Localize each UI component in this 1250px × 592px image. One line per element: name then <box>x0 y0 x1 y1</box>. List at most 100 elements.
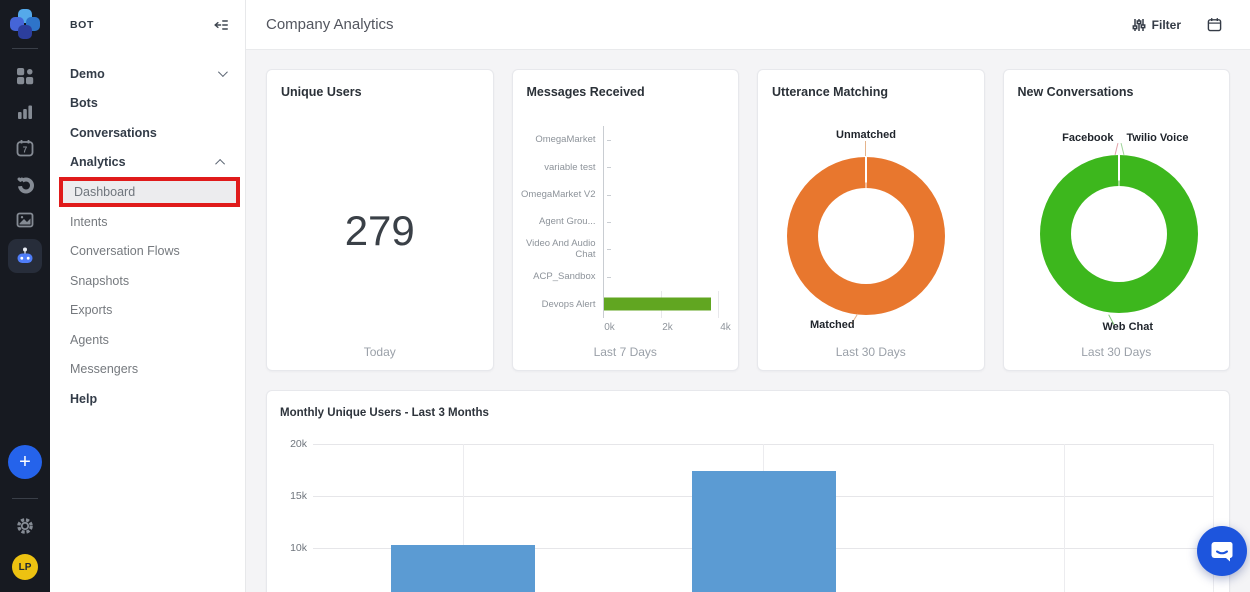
kpi-cards-row: Unique Users 279 Today Messages Received… <box>266 69 1230 371</box>
sidebar-item-label: Bots <box>70 96 98 111</box>
sidebar-item-dashboard[interactable]: Dashboard <box>59 177 240 207</box>
sidebar-item-label: Analytics <box>70 155 126 170</box>
label-line <box>1120 143 1124 155</box>
messages-received-card: Messages Received OmegaMarket variable t… <box>511 69 739 371</box>
collapse-sidebar-icon[interactable] <box>213 17 229 33</box>
unique-users-card: Unique Users 279 Today <box>266 69 494 371</box>
new-conversations-donut <box>1039 155 1198 313</box>
sidebar-header: BOT <box>50 0 245 50</box>
sidebar-item-demo[interactable]: Demo <box>50 59 245 89</box>
chart-row: OmegaMarket <box>519 126 731 154</box>
chart-row: ACP_Sandbox <box>519 263 731 291</box>
sidebar-item-intents[interactable]: Intents <box>50 207 245 237</box>
sidebar: BOT Demo Bots Conversations Analytics Da… <box>50 0 246 592</box>
sidebar-item-label: Snapshots <box>70 273 130 288</box>
chat-widget-button[interactable] <box>1197 526 1247 576</box>
card-title: Utterance Matching <box>772 85 888 99</box>
app-logo-icon[interactable] <box>10 9 40 39</box>
sidebar-item-label: Exports <box>70 303 113 318</box>
logo-petal <box>18 25 32 39</box>
topbar: Company Analytics Filter <box>246 0 1250 50</box>
plot-area <box>602 126 731 154</box>
page-title: Company Analytics <box>266 16 394 33</box>
icon-rail: 7 + LP <box>0 0 50 592</box>
x-tick-label: 2k <box>662 322 673 333</box>
bar-chart-icon[interactable] <box>8 95 42 129</box>
axis-tick <box>606 139 611 141</box>
y-tick-label: 15k <box>290 490 307 502</box>
sidebar-item-label: Messengers <box>70 362 139 377</box>
rail-divider <box>12 498 38 499</box>
category-label: Agent Grou... <box>538 216 596 228</box>
monthly-unique-users-chart: 20k 15k 10k <box>290 438 1214 592</box>
card-title: Unique Users <box>281 85 362 99</box>
chevron-down-icon <box>217 67 228 78</box>
chart-row: Agent Grou... <box>519 208 731 236</box>
sidebar-item-agents[interactable]: Agents <box>50 325 245 355</box>
sidebar-item-label: Demo <box>70 66 105 81</box>
chat-bubble-icon <box>1211 542 1233 562</box>
sidebar-item-label: Dashboard <box>74 185 136 199</box>
pie-label-facebook: Facebook <box>1062 132 1114 144</box>
category-label: variable test <box>544 161 596 173</box>
utterance-matching-card: Utterance Matching Unmatched Matched Las… <box>757 69 985 371</box>
y-tick-label: 10k <box>290 542 307 554</box>
pie-label-web-chat: Web Chat <box>1102 321 1154 333</box>
dashboard-grid-icon[interactable] <box>8 59 42 93</box>
add-button[interactable]: + <box>8 445 42 479</box>
category-label: OmegaMarket <box>535 134 596 146</box>
plot-area <box>602 180 731 209</box>
sidebar-item-snapshots[interactable]: Snapshots <box>50 266 245 296</box>
category-label: OmegaMarket V2 <box>521 189 596 201</box>
sidebar-item-messengers[interactable]: Messengers <box>50 355 245 385</box>
plot-area <box>602 208 731 236</box>
utterance-matching-donut <box>787 157 945 315</box>
pie-label-twilio-voice: Twilio Voice <box>1126 132 1189 144</box>
sidebar-item-help[interactable]: Help <box>50 384 245 414</box>
bar <box>603 297 711 311</box>
sidebar-item-conversation-flows[interactable]: Conversation Flows <box>50 237 245 267</box>
plot-area <box>602 235 731 264</box>
feedback-icon[interactable] <box>8 167 42 201</box>
category-label: Devops Alert <box>541 298 596 310</box>
user-avatar[interactable]: LP <box>12 554 38 580</box>
sidebar-item-label: Agents <box>70 332 109 347</box>
plot-area <box>602 290 731 318</box>
label-line <box>865 141 866 156</box>
gridline <box>1213 444 1214 592</box>
unique-users-value: 279 <box>344 207 415 254</box>
sidebar-item-label: Help <box>70 391 98 406</box>
chart-row: Video And Audio Chat <box>519 235 731 264</box>
plot-area <box>602 153 731 181</box>
new-conversations-card: New Conversations Facebook Twilio Voice … <box>1002 69 1230 371</box>
messages-received-chart: OmegaMarket variable test OmegaMarket V2… <box>519 126 731 318</box>
axis-tick <box>606 167 611 169</box>
sidebar-item-bots[interactable]: Bots <box>50 89 245 119</box>
sidebar-item-conversations[interactable]: Conversations <box>50 118 245 148</box>
axis-tick <box>606 276 611 278</box>
calendar-icon[interactable]: 7 <box>8 131 42 165</box>
filter-label: Filter <box>1151 17 1181 32</box>
filter-button[interactable]: Filter <box>1132 18 1181 32</box>
x-axis-labels: 0k 2k 4k <box>604 322 731 336</box>
monthly-bar <box>391 544 536 592</box>
sidebar-item-label: Conversations <box>70 125 157 140</box>
chevron-up-icon <box>215 158 226 169</box>
y-tick-label: 20k <box>290 438 307 450</box>
bot-icon[interactable] <box>8 239 42 273</box>
sidebar-item-exports[interactable]: Exports <box>50 296 245 326</box>
label-line <box>1114 143 1118 155</box>
bot-section-title: BOT <box>70 19 94 31</box>
filter-sliders-icon <box>1132 18 1146 31</box>
media-icon[interactable] <box>8 203 42 237</box>
gridline <box>463 444 464 592</box>
plot-area <box>602 263 731 291</box>
monthly-unique-users-card: Monthly Unique Users - Last 3 Months 20k… <box>266 390 1230 592</box>
topbar-actions: Filter <box>1132 17 1222 32</box>
chart-row: Devops Alert <box>519 290 731 318</box>
settings-gear-icon[interactable] <box>8 509 42 543</box>
monthly-bar <box>691 471 836 592</box>
sidebar-item-analytics[interactable]: Analytics <box>50 148 245 178</box>
date-range-calendar-icon[interactable] <box>1207 17 1222 32</box>
pie-label-unmatched: Unmatched <box>836 129 896 141</box>
